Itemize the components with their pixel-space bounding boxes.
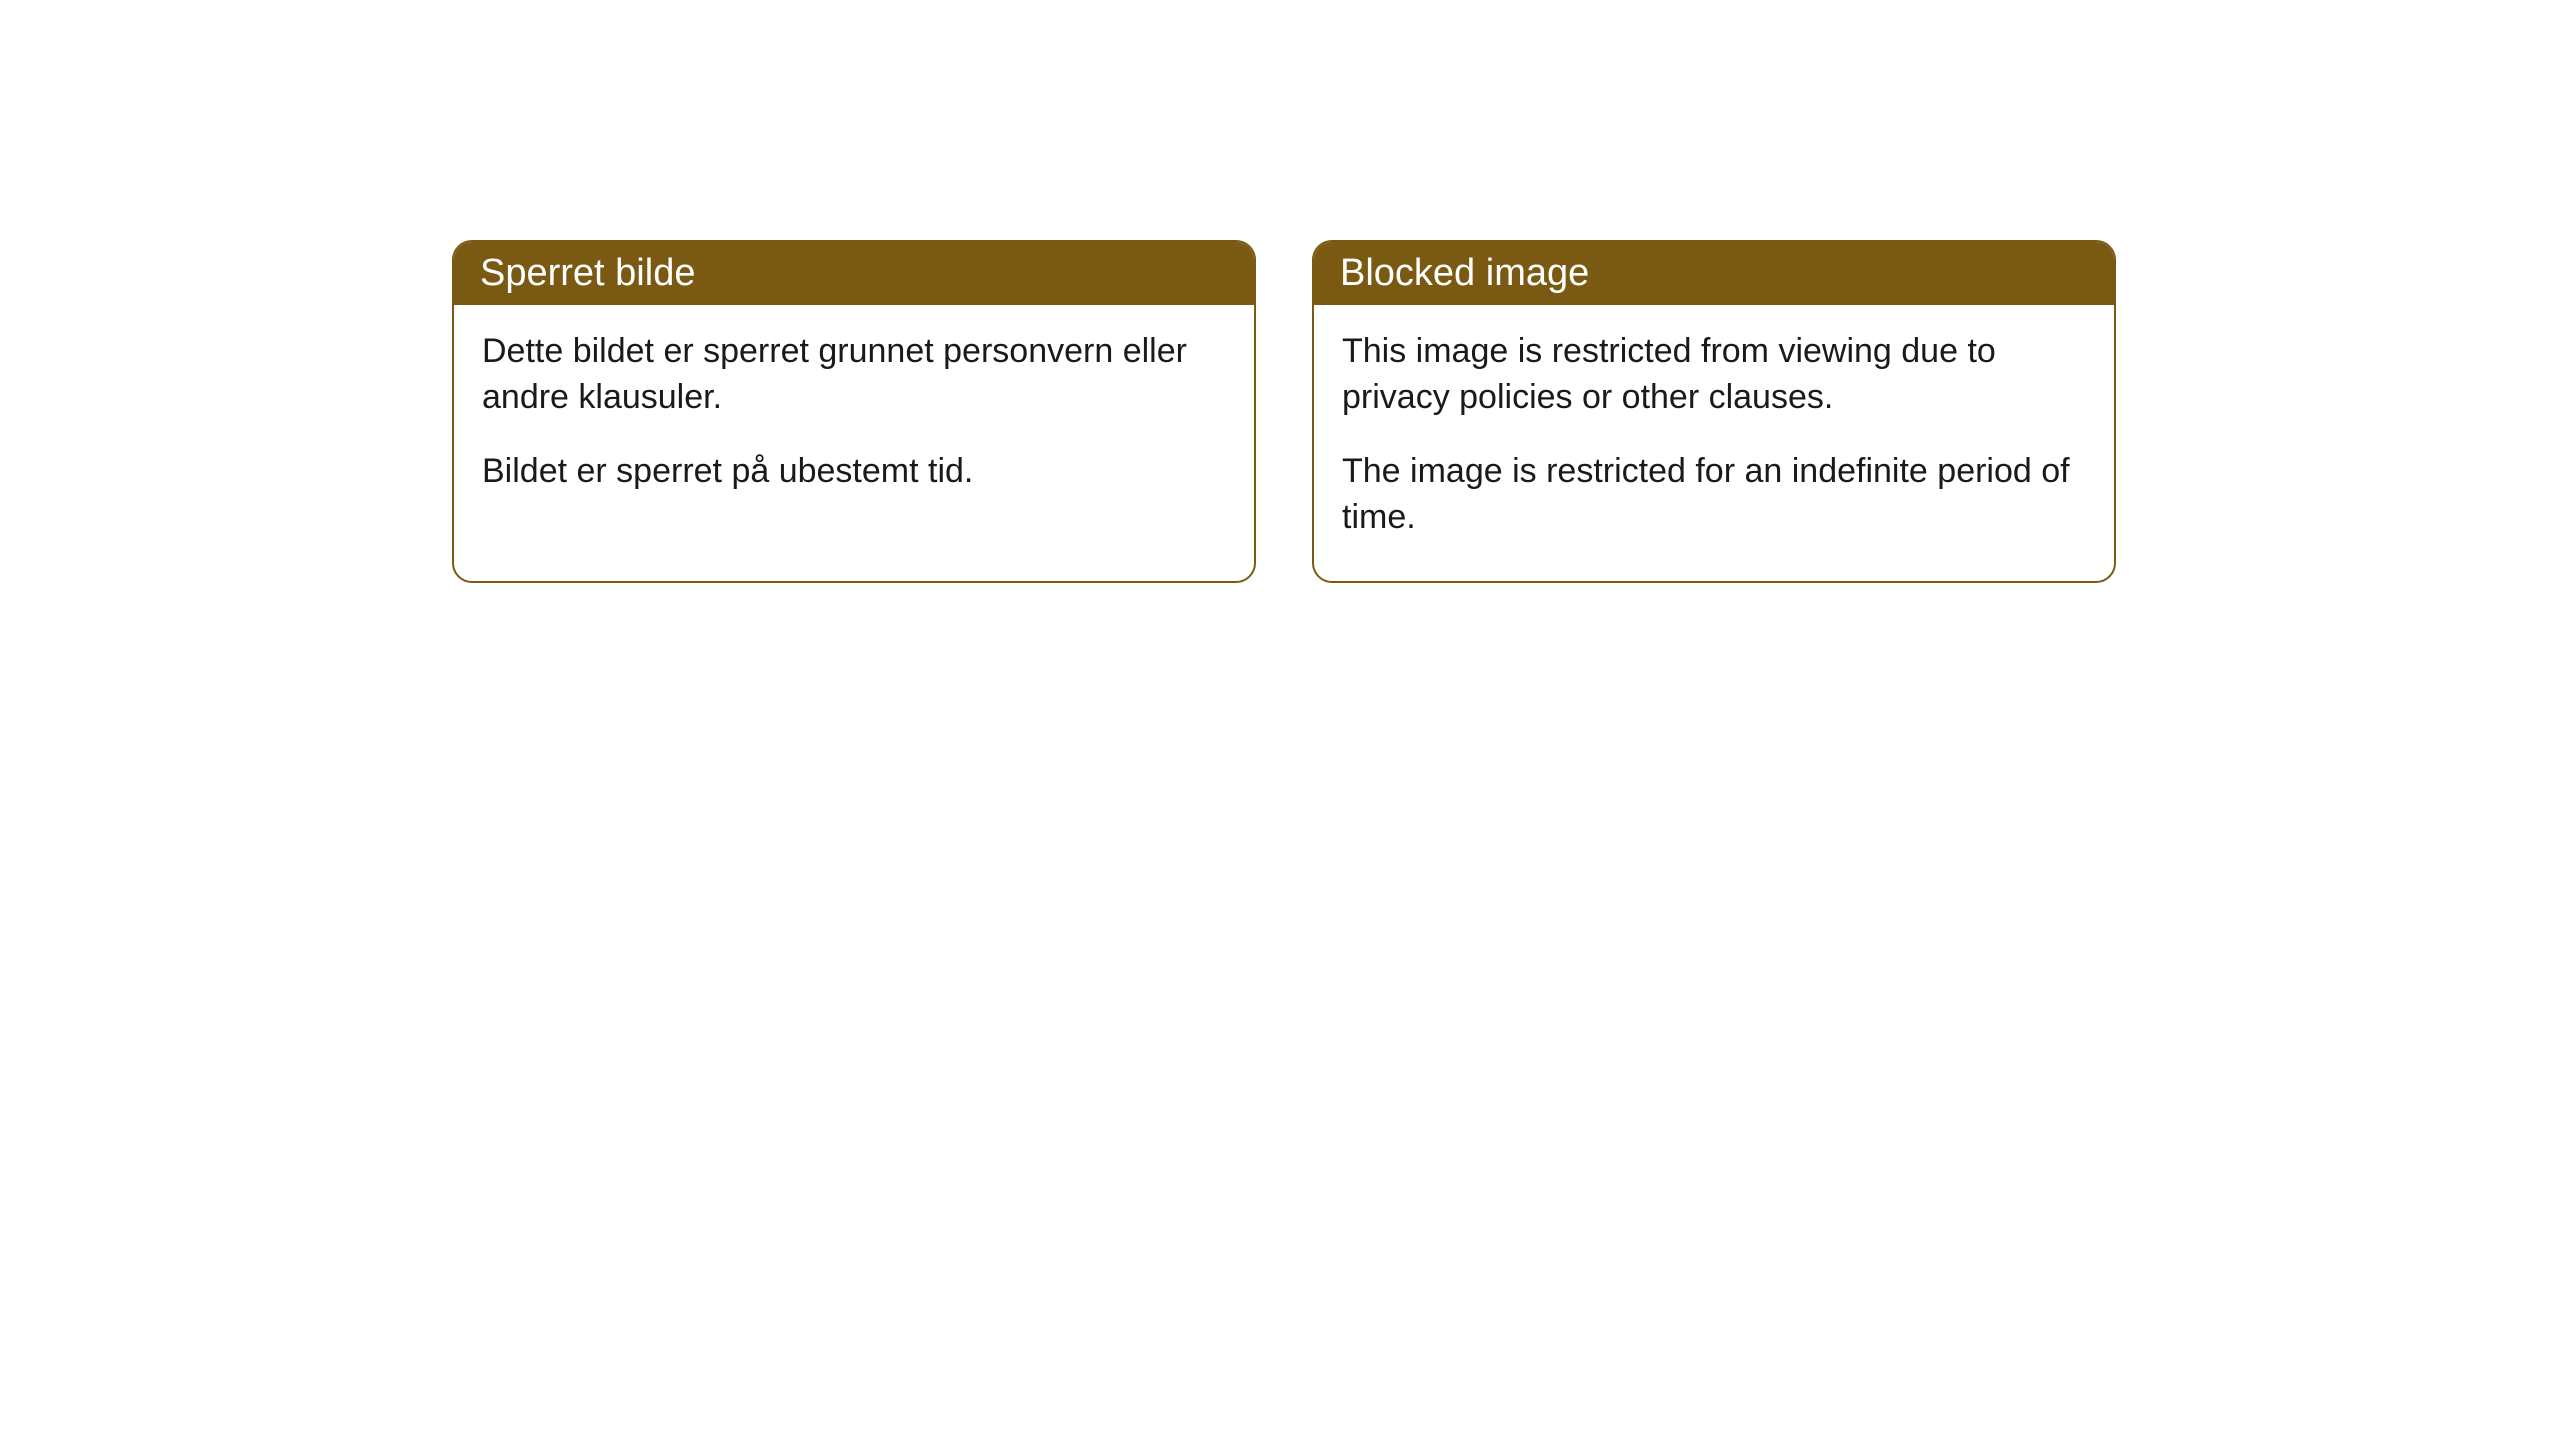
cards-container: Sperret bilde Dette bildet er sperret gr… xyxy=(0,0,2560,583)
card-paragraph-2-en: The image is restricted for an indefinit… xyxy=(1342,449,2086,541)
blocked-image-card-no: Sperret bilde Dette bildet er sperret gr… xyxy=(452,240,1256,583)
card-header-en: Blocked image xyxy=(1314,242,2114,305)
card-body-en: This image is restricted from viewing du… xyxy=(1314,305,2114,581)
card-paragraph-2-no: Bildet er sperret på ubestemt tid. xyxy=(482,449,1226,495)
blocked-image-card-en: Blocked image This image is restricted f… xyxy=(1312,240,2116,583)
card-header-no: Sperret bilde xyxy=(454,242,1254,305)
card-paragraph-1-en: This image is restricted from viewing du… xyxy=(1342,329,2086,421)
card-body-no: Dette bildet er sperret grunnet personve… xyxy=(454,305,1254,535)
card-paragraph-1-no: Dette bildet er sperret grunnet personve… xyxy=(482,329,1226,421)
